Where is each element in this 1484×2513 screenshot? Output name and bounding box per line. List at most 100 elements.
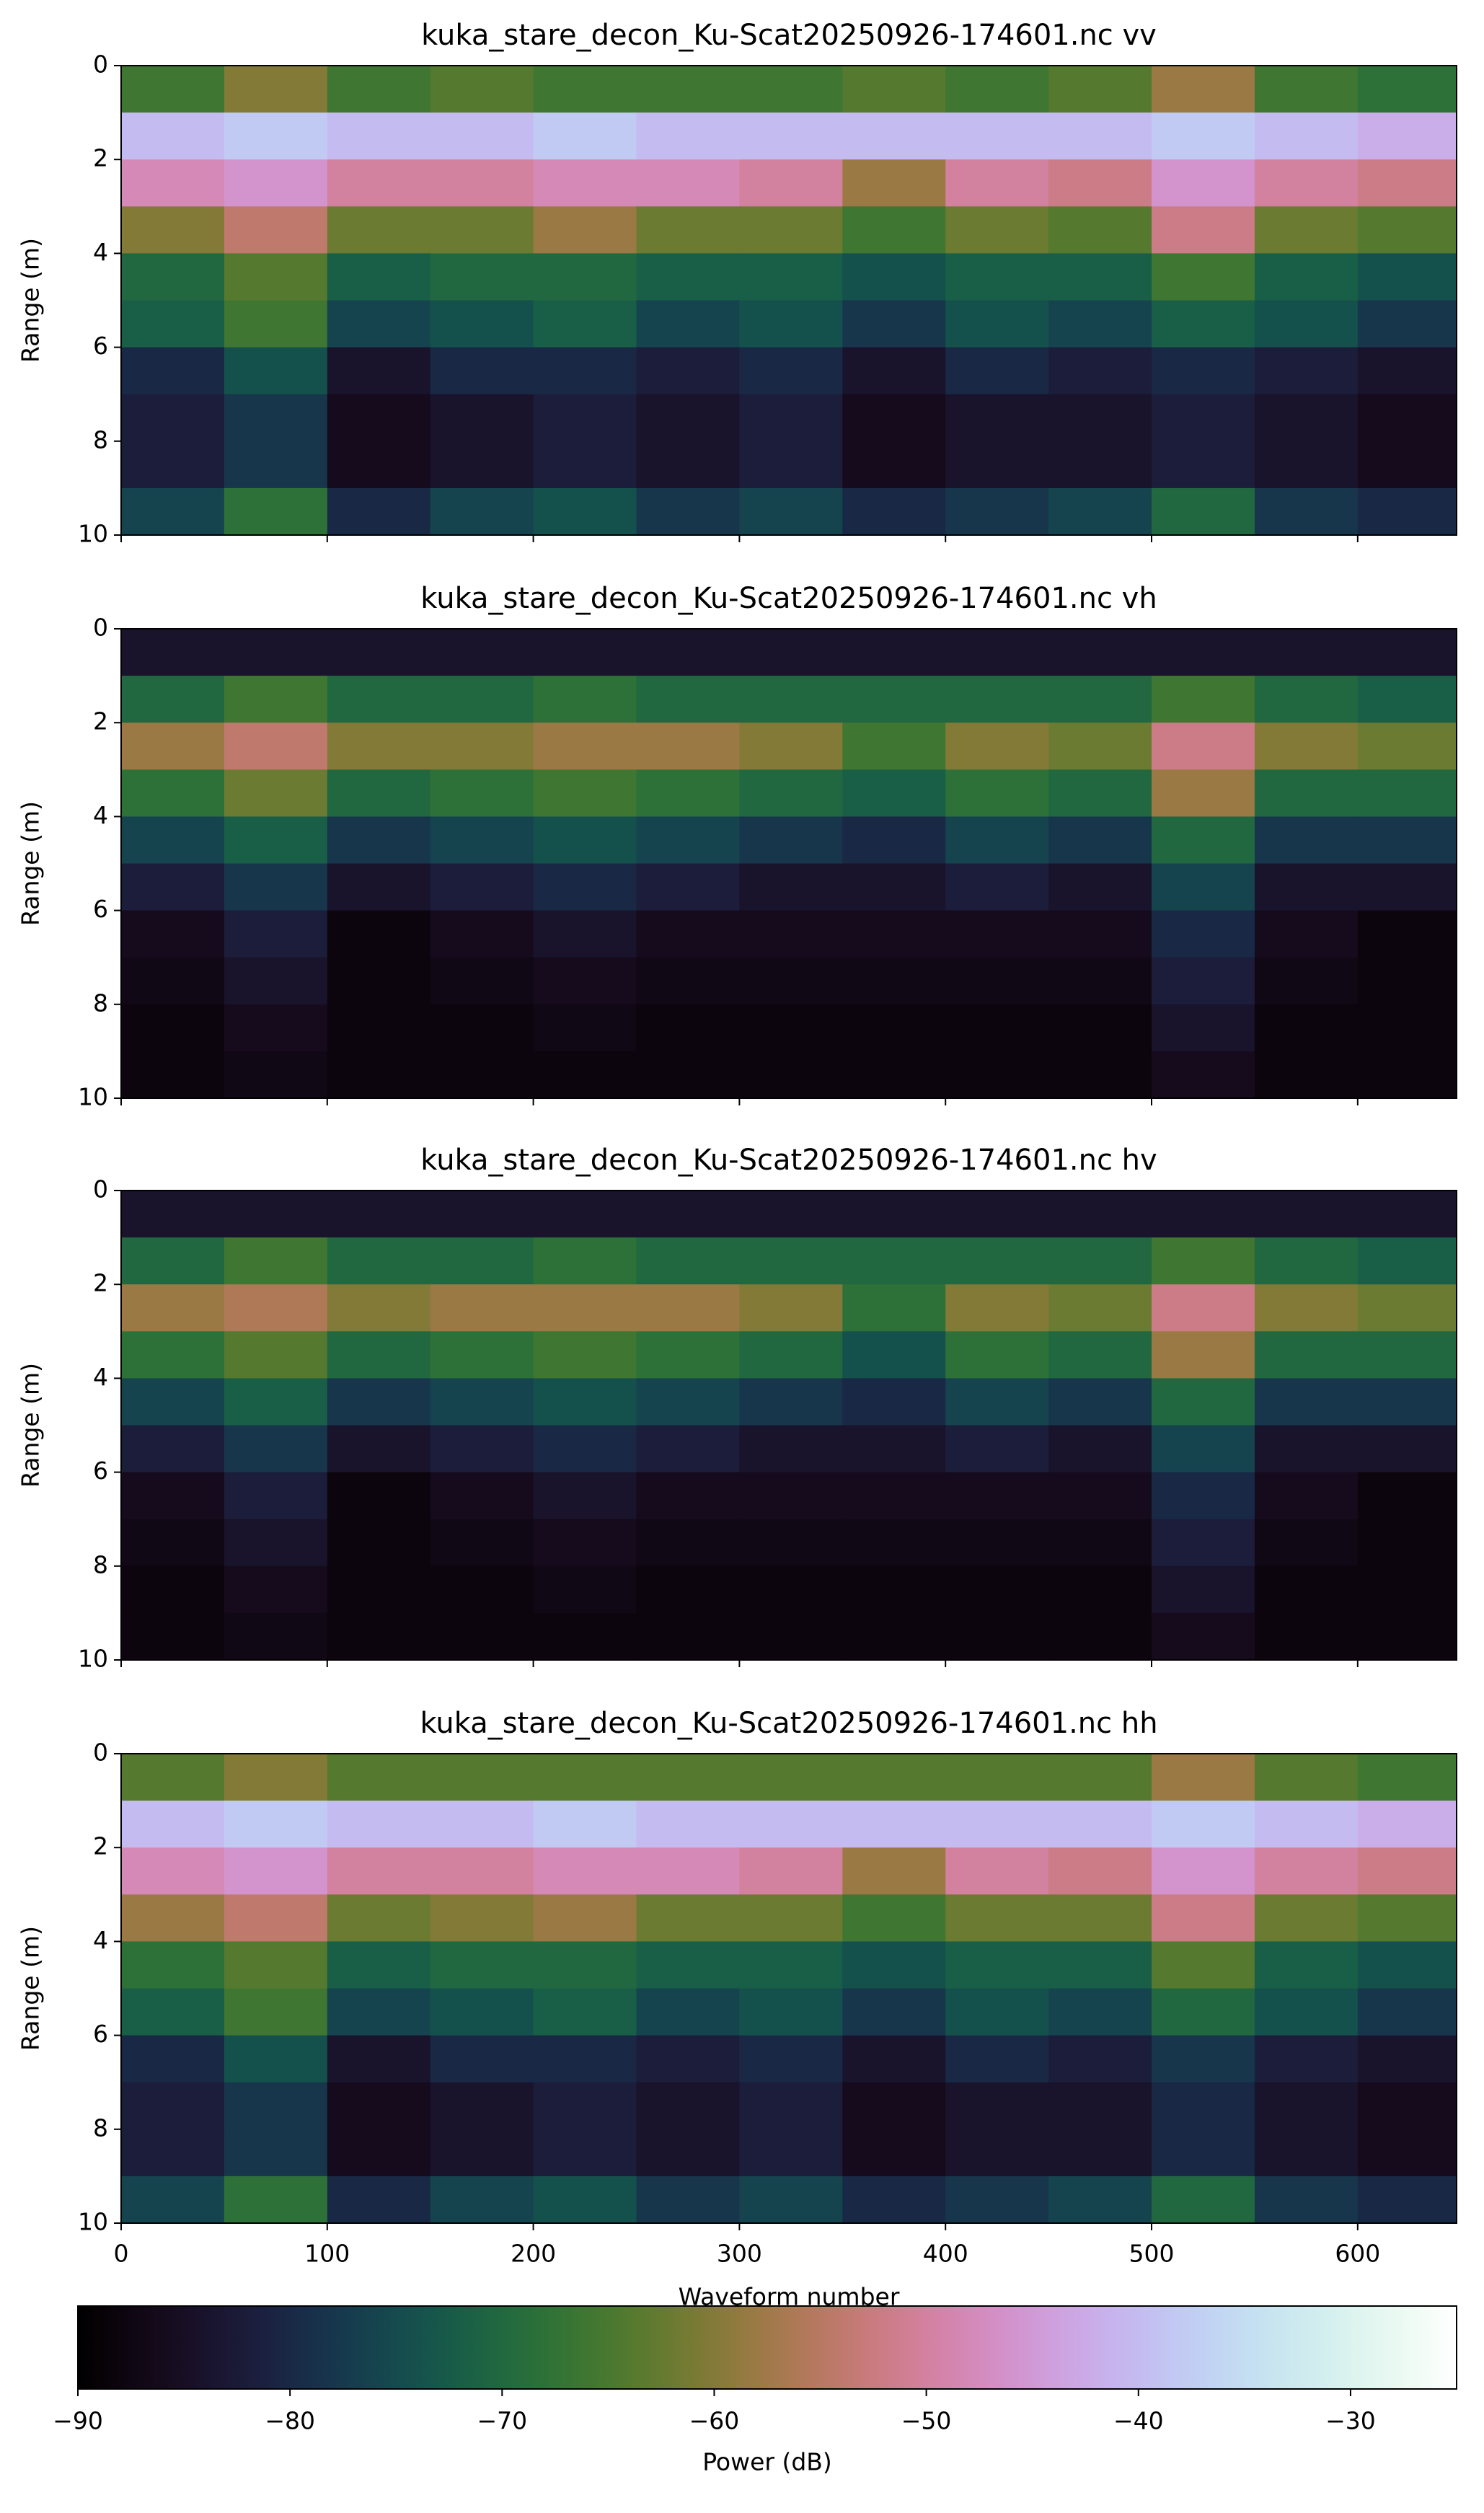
heatmap-cell [1254, 253, 1359, 301]
x-tick-label: 400 [923, 2240, 968, 2268]
heatmap-cell [224, 159, 328, 207]
heatmap-cell [739, 1378, 843, 1426]
heatmap-cell [636, 910, 740, 958]
heatmap-cell [430, 1801, 534, 1848]
heatmap-cell [739, 1754, 843, 1801]
heatmap-cell [1048, 300, 1152, 348]
heatmap-cell [430, 1519, 534, 1567]
heatmap-cell [842, 769, 946, 817]
heatmap-cell [636, 1378, 740, 1426]
heatmap-cell [1152, 1237, 1255, 1285]
heatmap-cell [636, 206, 740, 254]
heatmap-cell [1152, 159, 1255, 207]
heatmap-cell [739, 441, 843, 489]
y-tick-label: 0 [93, 1175, 108, 1203]
heatmap-cell [636, 723, 740, 770]
y-tick-label: 8 [93, 1550, 108, 1578]
y-tick-label: 0 [93, 1739, 108, 1767]
heatmap-cell [1357, 1754, 1457, 1801]
heatmap-cell [327, 206, 431, 254]
heatmap-cell [224, 2082, 328, 2130]
heatmap-cell [327, 1331, 431, 1379]
heatmap-cell [1357, 1472, 1457, 1520]
x-tick-label: 0 [114, 2240, 129, 2268]
heatmap-cell [224, 1894, 328, 1942]
heatmap-cell [533, 1801, 637, 1848]
heatmap-cell [430, 1378, 534, 1426]
heatmap-cell [1152, 487, 1255, 536]
heatmap-cell [842, 676, 946, 723]
heatmap-cell [1254, 1988, 1359, 2036]
heatmap-cell [1357, 816, 1457, 864]
heatmap-cell [1357, 487, 1457, 536]
y-tick-label: 2 [93, 1832, 108, 1860]
heatmap-cell [636, 1237, 740, 1285]
heatmap-cell [739, 2176, 843, 2224]
heatmap-cell [533, 769, 637, 817]
heatmap-cell [327, 66, 431, 113]
heatmap-cell [1254, 1847, 1359, 1895]
heatmap-cell [430, 1612, 534, 1661]
heatmap-cell [224, 1425, 328, 1473]
heatmap-cell [1254, 1051, 1359, 1099]
heatmap-cell [1152, 957, 1255, 1005]
heatmap-cell [224, 676, 328, 723]
heatmap-cell [533, 394, 637, 442]
heatmap-cell [1152, 2176, 1255, 2224]
heatmap-cell [1254, 1612, 1359, 1661]
y-axis-label: Range (m) [17, 801, 45, 926]
heatmap-cell [1048, 2129, 1152, 2177]
heatmap-cell [739, 66, 843, 113]
heatmap-cell [327, 112, 431, 160]
heatmap-cell [327, 723, 431, 770]
heatmap-cell [1152, 441, 1255, 489]
heatmap-cell [636, 394, 740, 442]
heatmap-cell [1152, 1941, 1255, 1989]
heatmap-cell [739, 1847, 843, 1895]
heatmap-cell [224, 1941, 328, 1989]
heatmap-cell [430, 769, 534, 817]
heatmap-cell [327, 676, 431, 723]
heatmap-cell [636, 1894, 740, 1942]
heatmap-cell [1152, 1612, 1255, 1661]
heatmap-cell [1048, 66, 1152, 113]
y-tick-label: 6 [93, 1457, 108, 1485]
heatmap-cell [739, 347, 843, 395]
heatmap-cell [636, 1801, 740, 1848]
heatmap-cell [1357, 1519, 1457, 1567]
heatmap-cell [842, 300, 946, 348]
heatmap-cell [121, 1191, 225, 1238]
heatmap-cell [327, 1801, 431, 1848]
heatmap-cell [945, 769, 1049, 817]
plot-frame [120, 65, 1457, 536]
heatmap-cell [842, 1612, 946, 1661]
y-tick-label: 2 [93, 1269, 108, 1297]
x-tick-label: 500 [1129, 2240, 1175, 2268]
heatmap-cell [1357, 676, 1457, 723]
y-tick-label: 4 [93, 801, 108, 829]
heatmap-cell [945, 1472, 1049, 1520]
heatmap-cell [1048, 1004, 1152, 1052]
heatmap-cell [739, 253, 843, 301]
heatmap-cell [945, 676, 1049, 723]
heatmap-cell [842, 1425, 946, 1473]
y-tick-label: 10 [78, 2208, 108, 2236]
heatmap-cell [224, 394, 328, 442]
heatmap-cell [430, 441, 534, 489]
heatmap-cell [1152, 1331, 1255, 1379]
heatmap-cell [1357, 66, 1457, 113]
heatmap-cell [739, 1237, 843, 1285]
heatmap-cell [739, 487, 843, 536]
heatmap-cell [533, 347, 637, 395]
heatmap-cell [842, 253, 946, 301]
heatmap-cell [224, 2129, 328, 2177]
heatmap-cell [636, 1847, 740, 1895]
heatmap-cell [533, 1425, 637, 1473]
heatmap-cell [1254, 769, 1359, 817]
heatmap-cell [1254, 2176, 1359, 2224]
heatmap-cell [945, 1612, 1049, 1661]
heatmap-cell [1357, 957, 1457, 1005]
heatmap-cell [121, 1237, 225, 1285]
heatmap-cell [533, 1378, 637, 1426]
heatmap-cell [533, 2082, 637, 2130]
